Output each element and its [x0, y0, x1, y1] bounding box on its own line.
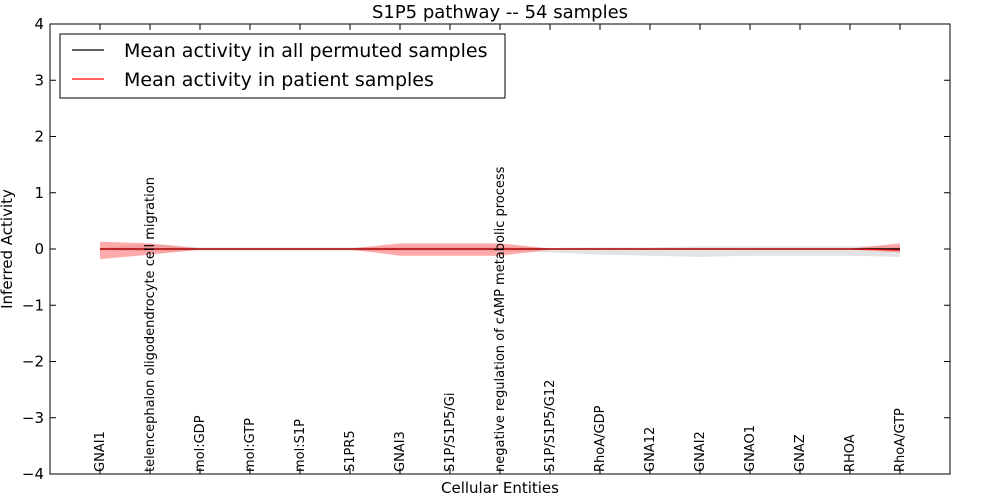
x-tick-label: mol:S1P [293, 419, 308, 472]
x-tick-label: mol:GTP [243, 418, 258, 472]
legend-label-permuted: Mean activity in all permuted samples [124, 40, 487, 62]
y-axis: −4 −3 −2 −1 0 1 2 3 4 [22, 15, 950, 483]
x-tick-label: GNAI1 [93, 431, 108, 472]
x-tick-label: GNAI2 [693, 431, 708, 472]
x-tick-label: negative regulation of cAMP metabolic pr… [493, 166, 508, 472]
legend-label-patient: Mean activity in patient samples [124, 69, 434, 91]
y-tick-label: 2 [34, 128, 44, 146]
y-tick-label: −2 [22, 353, 44, 371]
chart-title: S1P5 pathway -- 54 samples [372, 2, 628, 23]
x-tick-label: GNAI3 [393, 431, 408, 472]
x-tick-label: telencephalon oligodendrocyte cell migra… [143, 177, 158, 472]
legend-box [59, 33, 506, 99]
y-tick-label: 4 [34, 15, 44, 33]
y-tick-label: 0 [34, 240, 44, 258]
y-axis-title: Inferred Activity [0, 189, 16, 309]
y-tick-label: 3 [34, 71, 44, 89]
y-tick-label: 1 [34, 184, 44, 202]
x-tick-label: GNA12 [643, 427, 658, 472]
y-tick-label: −1 [22, 296, 44, 314]
confidence-bands [100, 241, 900, 260]
y-tick-label: −4 [22, 465, 44, 483]
series-lines [100, 248, 901, 251]
x-tick-label: GNAZ [793, 434, 808, 472]
series-line-patient [100, 248, 901, 251]
confidence-band-patient [100, 241, 900, 260]
x-tick-label: RhoA/GTP [893, 408, 908, 472]
x-tick-label: GNAO1 [743, 425, 758, 472]
x-axis-title: Cellular Entities [441, 479, 559, 497]
x-tick-label: mol:GDP [193, 415, 208, 472]
x-axis: GNAI1 telencephalon oligodendrocyte cell … [93, 24, 908, 474]
x-tick-label: S1P/S1P5/G12 [543, 380, 558, 472]
x-tick-label: S1PR5 [343, 430, 358, 472]
x-tick-label: RHOA [843, 434, 858, 472]
legend: Mean activity in all permuted samples Me… [59, 33, 506, 99]
x-tick-label: RhoA/GDP [593, 405, 608, 472]
y-tick-label: −3 [22, 409, 44, 427]
x-tick-label: S1P/S1P5/Gi [443, 393, 458, 472]
